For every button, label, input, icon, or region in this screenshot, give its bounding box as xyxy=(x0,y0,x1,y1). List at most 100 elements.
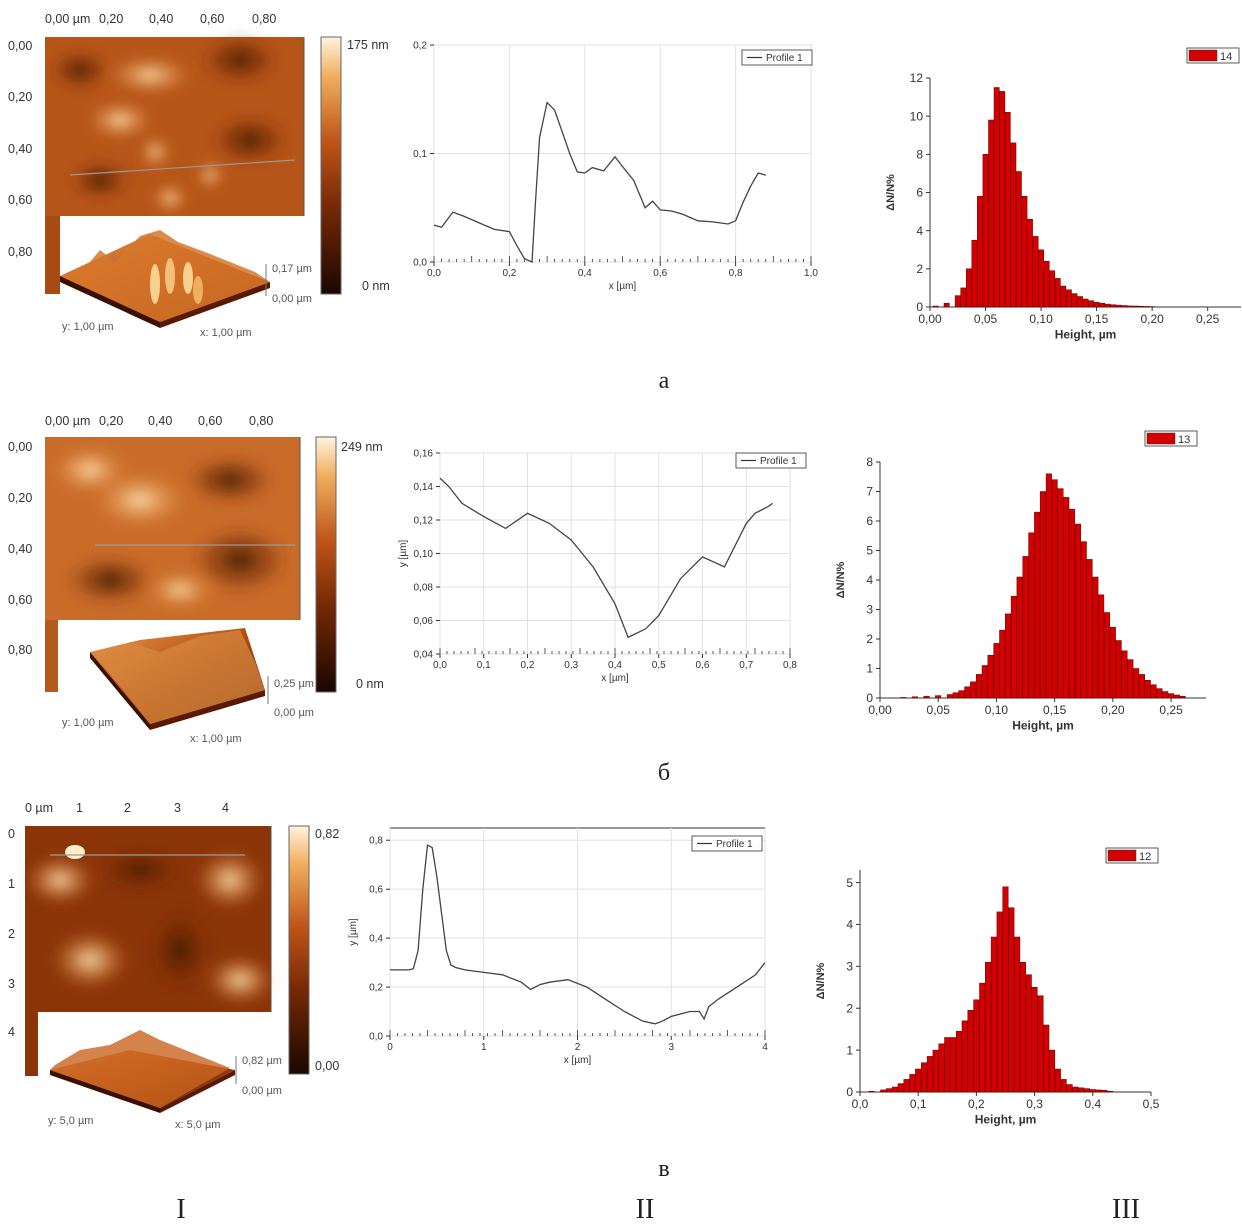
x-tick-label: 0,4 xyxy=(1084,1097,1101,1111)
histogram-bar xyxy=(900,697,907,699)
y-tick-label: 8 xyxy=(866,455,873,469)
histogram-bar xyxy=(1115,304,1122,308)
histogram-bar xyxy=(944,1037,951,1093)
histogram-bar xyxy=(1132,305,1139,308)
histogram-chart-a: 0,00 0,05 0,10 0,15 0,20 0,25 0 2 4 6 8 10 12 Height,… xyxy=(885,47,1241,342)
afm-3d-x-label: x: 1,00 µm xyxy=(190,733,242,745)
histogram-bar xyxy=(970,681,977,699)
afm-scale-max: 0,82 xyxy=(315,827,339,841)
histogram-bar xyxy=(1110,304,1117,308)
afm-x-tick: 0 µm xyxy=(25,801,53,815)
afm-y-tick: 0,80 xyxy=(8,245,32,259)
histogram-bar xyxy=(975,674,982,699)
column-label-2: II xyxy=(636,1194,655,1224)
x-tick-label: 0,25 xyxy=(1196,312,1220,326)
y-axis-label: ΔN/N% xyxy=(835,561,847,598)
x-tick-label: 0,15 xyxy=(1085,312,1109,326)
y-tick-label: 6 xyxy=(916,186,923,200)
histogram-bar xyxy=(1045,473,1052,699)
histogram-bar xyxy=(1010,142,1017,308)
histogram-bar xyxy=(1005,613,1012,699)
afm-x-tick: 0,20 xyxy=(99,414,123,428)
histogram-bar xyxy=(1049,1049,1056,1093)
histogram-bar xyxy=(993,643,1000,699)
y-tick-label: 0,16 xyxy=(414,449,434,460)
histogram-bar xyxy=(1054,1068,1061,1093)
y-tick-label: 0,0 xyxy=(369,1032,383,1043)
profile-line xyxy=(433,101,766,263)
afm-3d-z-bottom: 0,00 µm xyxy=(242,1085,282,1097)
afm-scale-max: 249 nm xyxy=(341,440,383,454)
y-tick-label: 3 xyxy=(846,960,853,974)
afm-3d-y-label: y: 5,0 µm xyxy=(48,1115,93,1127)
histogram-bar xyxy=(921,1062,928,1093)
profile-chart-c: 0 1 2 3 4 0,0 0,2 0,4 0,6 0,8 x [µm] y [µm] Profile … xyxy=(348,827,768,1066)
legend-label: 12 xyxy=(1139,851,1151,863)
y-axis-label: y [µm] xyxy=(398,540,409,568)
x-tick-label: 0,2 xyxy=(521,660,535,671)
x-tick-label: 0,10 xyxy=(1029,312,1053,326)
histogram-bar xyxy=(1138,305,1144,308)
afm-y-tick: 4 xyxy=(8,1025,15,1039)
histogram-bar xyxy=(1054,278,1061,308)
x-tick-label: 0,00 xyxy=(918,312,942,326)
histogram-bar xyxy=(1072,1086,1079,1093)
legend-swatch xyxy=(1146,432,1176,445)
x-tick-label: 0,5 xyxy=(652,660,666,671)
afm-x-tick: 2 xyxy=(124,801,131,815)
histogram-bar xyxy=(1034,511,1041,699)
x-axis-label: x [µm] xyxy=(601,673,629,684)
y-tick-label: 2 xyxy=(916,262,923,276)
histogram-bar xyxy=(903,1079,910,1093)
y-tick-label: 8 xyxy=(916,148,923,162)
histogram-bar xyxy=(1109,626,1116,699)
y-tick-label: 3 xyxy=(866,603,873,617)
histogram-bar xyxy=(1021,196,1028,308)
afm-x-tick: 1 xyxy=(76,801,83,815)
y-tick-label: 0,0 xyxy=(413,258,427,269)
x-tick-label: 0,4 xyxy=(578,268,592,279)
histogram-bar xyxy=(1015,171,1022,308)
histogram-bar xyxy=(1101,1090,1108,1093)
histogram-bar xyxy=(964,686,971,699)
afm-x-tick: 3 xyxy=(174,801,181,815)
histogram-bar xyxy=(1143,306,1150,308)
afm-y-tick: 0,00 xyxy=(8,39,32,53)
y-tick-label: 5 xyxy=(866,544,873,558)
histogram-bar xyxy=(1179,695,1186,699)
histogram-bar xyxy=(1083,1088,1090,1093)
afm-3d-y-label: y: 1,00 µm xyxy=(62,321,114,333)
afm-y-tick: 0,20 xyxy=(8,491,32,505)
y-tick-label: 0 xyxy=(866,691,873,705)
x-axis-label: Height, µm xyxy=(1055,328,1117,342)
afm-3d-x-label: x: 5,0 µm xyxy=(175,1119,220,1131)
x-tick-label: 1,0 xyxy=(804,268,818,279)
x-tick-label: 0,0 xyxy=(427,268,441,279)
x-tick-label: 0,25 xyxy=(1159,703,1183,717)
histogram-bar xyxy=(1038,249,1044,308)
y-tick-label: 0,6 xyxy=(369,885,383,896)
column-labels: I II III xyxy=(176,1194,1140,1224)
histogram-bar xyxy=(1092,576,1099,699)
histogram-bar xyxy=(958,690,965,699)
histogram-bar xyxy=(1063,497,1070,699)
histogram-bar xyxy=(979,982,986,1093)
afm-panel-a: 0,00 µm 0,20 0,40 0,60 0,80 0,00 0,20 0,… xyxy=(8,12,390,339)
histogram-bar xyxy=(977,196,983,308)
row-c: 0 µm 1 2 3 4 0 1 2 3 4 0,82 µm 0,00 µm xyxy=(8,801,1160,1182)
legend-box xyxy=(741,49,813,66)
histogram-bar xyxy=(950,1037,957,1093)
histogram-bar xyxy=(967,1010,974,1093)
legend-label: 13 xyxy=(1178,434,1190,446)
histogram-bar xyxy=(909,1074,916,1093)
histogram-bar xyxy=(943,302,950,308)
histogram-bar xyxy=(1060,285,1067,308)
afm-x-tick: 0,20 xyxy=(99,12,123,26)
afm-y-ticks: 0 1 2 3 4 xyxy=(8,827,15,1039)
afm-3d-y-label: y: 1,00 µm xyxy=(62,717,114,729)
histogram-bar xyxy=(1088,300,1094,308)
y-tick-label: 4 xyxy=(846,918,853,932)
histogram-bar xyxy=(911,696,918,699)
x-tick-label: 1 xyxy=(481,1042,487,1053)
